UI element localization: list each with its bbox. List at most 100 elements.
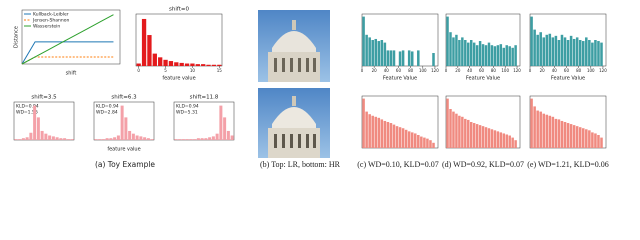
bar bbox=[190, 63, 195, 66]
bar bbox=[572, 125, 576, 148]
chart-title: shift=6.3 bbox=[111, 95, 137, 101]
bar bbox=[548, 33, 552, 66]
caption: (e) WD=1.21, KLD=0.06 bbox=[527, 160, 609, 169]
bar bbox=[481, 44, 485, 66]
bar bbox=[392, 124, 396, 148]
bar bbox=[386, 50, 390, 66]
axes-frame bbox=[93, 101, 155, 141]
bar bbox=[398, 127, 402, 148]
photo-hr bbox=[258, 88, 330, 158]
x-axis-label: shift bbox=[66, 71, 77, 77]
bar bbox=[150, 139, 154, 140]
bar bbox=[475, 45, 479, 66]
bar bbox=[124, 117, 128, 140]
bar bbox=[600, 42, 603, 66]
bar bbox=[461, 116, 464, 148]
bar bbox=[578, 127, 582, 148]
bar bbox=[563, 122, 567, 148]
bar bbox=[511, 137, 514, 148]
bar bbox=[581, 128, 585, 148]
bar bbox=[371, 40, 374, 66]
bar bbox=[597, 41, 600, 66]
bar bbox=[417, 50, 420, 66]
bar bbox=[469, 122, 473, 148]
bar bbox=[365, 34, 368, 66]
bar bbox=[371, 115, 374, 148]
bar bbox=[536, 110, 539, 148]
bar bbox=[585, 37, 588, 66]
bar bbox=[392, 50, 396, 66]
bar bbox=[147, 35, 152, 66]
bar bbox=[230, 135, 234, 140]
bar bbox=[505, 45, 508, 66]
bar bbox=[560, 120, 564, 148]
bar bbox=[178, 139, 182, 140]
bar bbox=[490, 45, 494, 66]
bar bbox=[533, 29, 536, 67]
bar bbox=[452, 111, 455, 148]
axes-frame bbox=[135, 13, 223, 67]
x-axis-label: Feature Value bbox=[551, 76, 585, 82]
bar bbox=[502, 133, 506, 148]
bar bbox=[94, 139, 98, 140]
bar bbox=[211, 64, 217, 66]
x-tick-label: 100 bbox=[587, 68, 595, 73]
bar bbox=[18, 139, 22, 140]
bar bbox=[554, 35, 558, 66]
bar bbox=[211, 136, 215, 140]
bar bbox=[185, 139, 189, 140]
bar bbox=[581, 41, 585, 66]
bar bbox=[591, 132, 594, 148]
x-axis-label: Feature Value bbox=[383, 76, 417, 82]
bar bbox=[496, 45, 500, 66]
x-tick-label: 80 bbox=[491, 68, 497, 73]
bar bbox=[217, 64, 222, 66]
bar bbox=[109, 138, 113, 140]
bar bbox=[597, 135, 600, 148]
bar bbox=[59, 138, 63, 140]
bar bbox=[374, 38, 378, 66]
bar bbox=[464, 118, 467, 148]
bar bbox=[365, 111, 368, 148]
bar bbox=[542, 37, 546, 66]
bar bbox=[563, 37, 567, 66]
bar bbox=[120, 105, 124, 140]
x-tick-label: 0 bbox=[529, 68, 532, 73]
bar bbox=[401, 128, 405, 148]
bar bbox=[464, 40, 467, 66]
bar bbox=[458, 115, 461, 148]
bar bbox=[174, 139, 178, 140]
x-tick-label: 15 bbox=[217, 68, 223, 73]
legend-label: Wasserstein bbox=[33, 24, 60, 30]
axes-frame bbox=[173, 101, 235, 141]
bar bbox=[545, 114, 549, 148]
bar bbox=[196, 138, 200, 140]
bar bbox=[446, 16, 449, 67]
bar bbox=[398, 51, 402, 66]
bar bbox=[490, 129, 494, 148]
bar bbox=[401, 50, 405, 66]
bar bbox=[195, 64, 200, 66]
bar bbox=[469, 40, 473, 66]
bar bbox=[201, 64, 206, 66]
bar bbox=[51, 136, 55, 140]
bar bbox=[432, 53, 435, 66]
bar bbox=[572, 38, 576, 66]
bar bbox=[472, 123, 476, 148]
bar bbox=[208, 137, 212, 140]
x-axis-label: feature value bbox=[107, 147, 140, 153]
bar bbox=[29, 132, 33, 140]
bar bbox=[389, 123, 393, 148]
bar bbox=[423, 137, 426, 148]
bar bbox=[502, 47, 506, 66]
bar bbox=[566, 123, 570, 148]
bar bbox=[362, 98, 365, 148]
bar bbox=[452, 37, 455, 66]
bar bbox=[380, 119, 384, 148]
bar bbox=[223, 117, 227, 140]
bar bbox=[472, 42, 476, 66]
bar bbox=[200, 138, 204, 140]
bar bbox=[569, 124, 573, 148]
bar bbox=[508, 46, 511, 66]
bar bbox=[514, 45, 517, 66]
